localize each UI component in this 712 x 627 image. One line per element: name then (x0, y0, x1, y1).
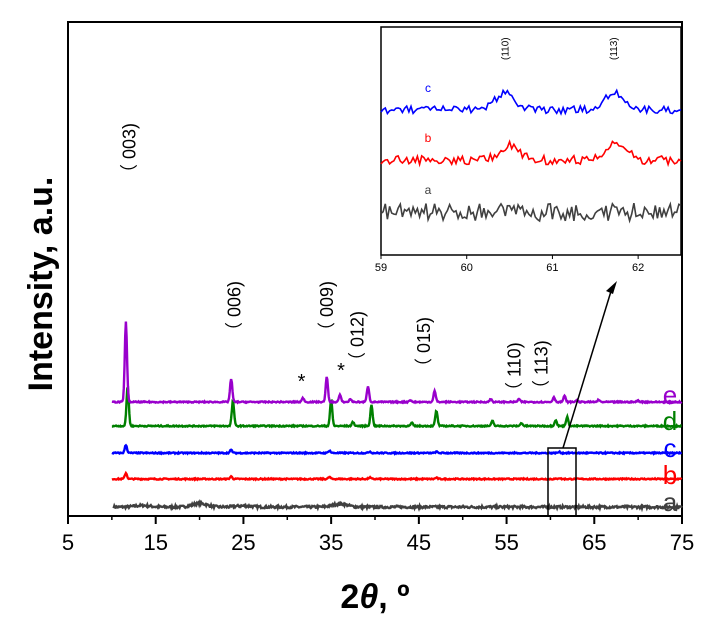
series-label-b: b (663, 460, 677, 490)
peak-label: （ 009) (317, 281, 337, 340)
x-axis-ticks: 5 15 25 35 45 55 65 75 (62, 516, 694, 555)
x-axis-label: 2θ, º (340, 578, 409, 616)
x-tick-label: 55 (494, 530, 518, 555)
inset-series-lines: c b a (380, 81, 682, 224)
peak-label: （ 015) (414, 317, 434, 376)
x-tick-label: 5 (62, 530, 74, 555)
series-line-c (111, 443, 683, 456)
series-lines (111, 321, 683, 513)
peak-labels: （ 003) （ 006) （ 009) （ 012) （ 015) （ 110) （ 11… (119, 123, 551, 400)
series-label-d: d (663, 406, 677, 436)
inset-series-label-a: a (425, 183, 432, 197)
inset-series-line-a (380, 201, 682, 224)
inset-x-ticks: 59 60 61 62 (375, 255, 644, 274)
inset-series-label-c: c (425, 81, 431, 95)
x-tick-label: 35 (319, 530, 343, 555)
inset-series-line-b (380, 139, 682, 168)
peak-label: （ 113) (532, 340, 552, 398)
zoom-arrowhead (606, 281, 617, 294)
inset-series-line-c (380, 88, 682, 116)
series-label-e: e (663, 380, 677, 410)
inset-x-tick-label: 62 (632, 262, 644, 274)
zoom-region-box (547, 447, 577, 517)
peak-label: （ 012) (347, 311, 367, 370)
x-tick-label: 15 (143, 530, 167, 555)
series-line-d (111, 385, 682, 429)
y-axis-label: Intensity, a.u. (22, 177, 60, 392)
impurity-star: * (298, 371, 306, 393)
inset-x-tick-label: 59 (375, 262, 387, 274)
series-line-a (112, 498, 683, 513)
x-tick-label: 45 (407, 530, 431, 555)
x-tick-label: 75 (670, 530, 694, 555)
peak-label: （ 006) (225, 281, 245, 340)
series-label-a: a (663, 487, 678, 517)
zoom-arrow (562, 287, 613, 449)
inset-x-tick-label: 60 (461, 262, 473, 274)
x-tick-label: 65 (582, 530, 606, 555)
x-tick-label: 25 (231, 530, 255, 555)
inset-x-tick-label: 61 (546, 262, 558, 274)
inset-peak-label: (110) (500, 37, 511, 60)
peak-label: （ 003) (119, 123, 139, 182)
inset-peak-labels: (110) (113) (500, 37, 620, 60)
series-line-b (111, 470, 683, 482)
inset-series-label-b: b (425, 131, 432, 145)
peak-label: （ 110) (504, 342, 524, 400)
impurity-star: * (337, 360, 345, 382)
inset-peak-label: (113) (609, 37, 620, 60)
series-label-c: c (664, 433, 677, 463)
series-line-e (111, 321, 683, 405)
